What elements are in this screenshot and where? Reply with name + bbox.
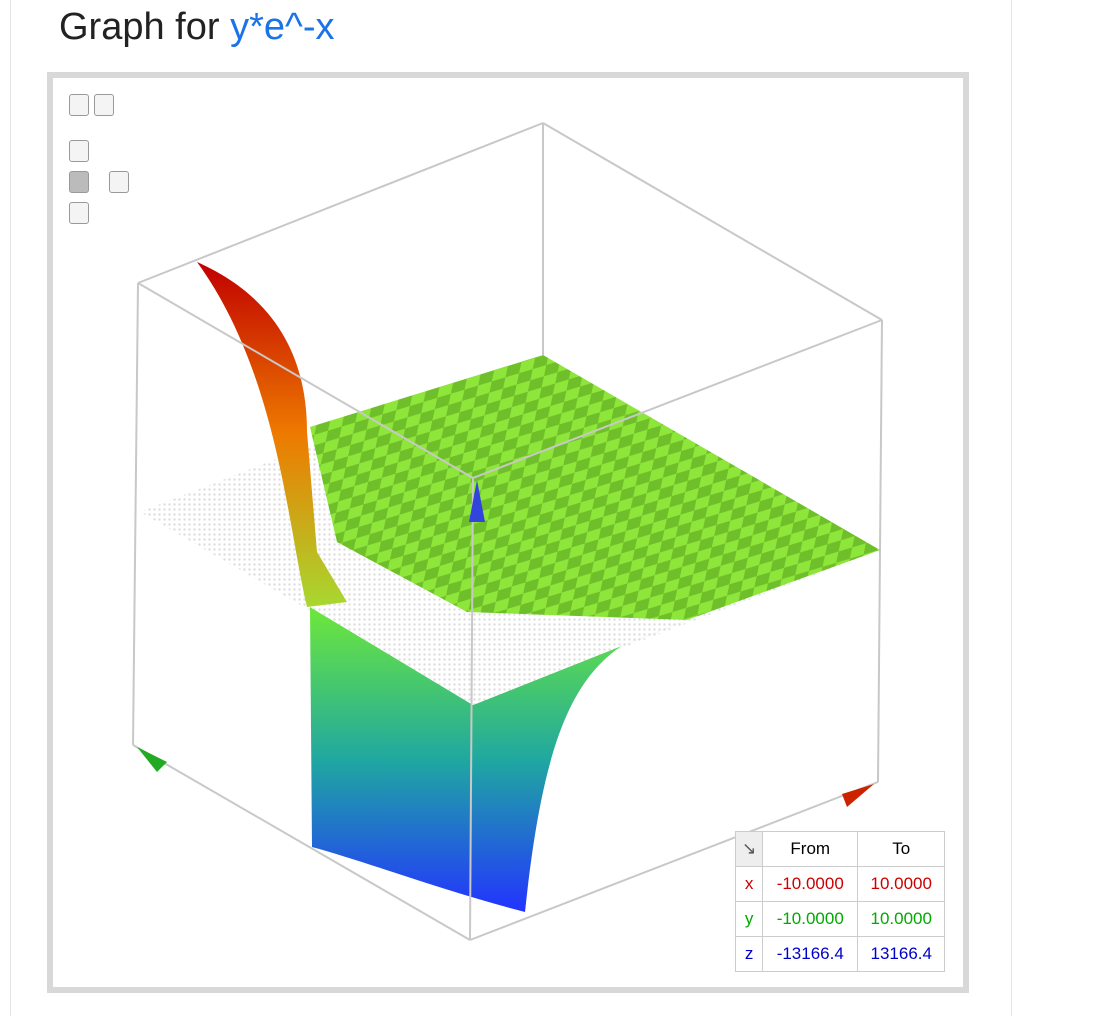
- title-prefix: Graph for: [59, 6, 220, 48]
- corner-icon[interactable]: ↘: [734, 831, 764, 867]
- mesh-front: [310, 607, 687, 705]
- reset-button[interactable]: [69, 94, 89, 116]
- range-from[interactable]: -10.0000: [762, 901, 859, 937]
- title-query[interactable]: y*e^-x: [230, 6, 335, 48]
- result-card: Graph for y*e^-x: [10, 0, 1012, 1016]
- z-arrow: [469, 480, 485, 522]
- range-table: ↘ From To x -10.0000 10.0000 y -10.0000 10.0…: [734, 831, 946, 972]
- range-to[interactable]: 13166.4: [857, 936, 946, 972]
- zoom-out-button[interactable]: [69, 202, 89, 224]
- axis-label: x: [734, 866, 764, 902]
- axes-button[interactable]: [109, 171, 129, 193]
- zoom-in-button[interactable]: [69, 140, 89, 162]
- range-to[interactable]: 10.0000: [857, 866, 946, 902]
- column-header: To: [857, 831, 946, 867]
- graph-3d[interactable]: ↘ From To x -10.0000 10.0000 y -10.0000 10.0…: [47, 72, 969, 993]
- surface-wall-down: [310, 607, 687, 912]
- column-header: From: [762, 831, 859, 867]
- axis-label: z: [734, 936, 764, 972]
- camera-button[interactable]: [69, 171, 89, 193]
- cube-front: [137, 282, 883, 941]
- cube: [132, 122, 883, 941]
- surface-wall-up: [197, 262, 347, 607]
- range-to[interactable]: 10.0000: [857, 901, 946, 937]
- plot: [132, 122, 883, 941]
- y-arrow: [137, 747, 167, 772]
- range-from[interactable]: -10.0000: [762, 866, 859, 902]
- play-button[interactable]: [94, 94, 114, 116]
- title: Graph for y*e^-x: [59, 6, 335, 49]
- x-arrow: [842, 784, 874, 807]
- surface-plane: [310, 355, 880, 620]
- range-from[interactable]: -13166.4: [762, 936, 859, 972]
- axis-label: y: [734, 901, 764, 937]
